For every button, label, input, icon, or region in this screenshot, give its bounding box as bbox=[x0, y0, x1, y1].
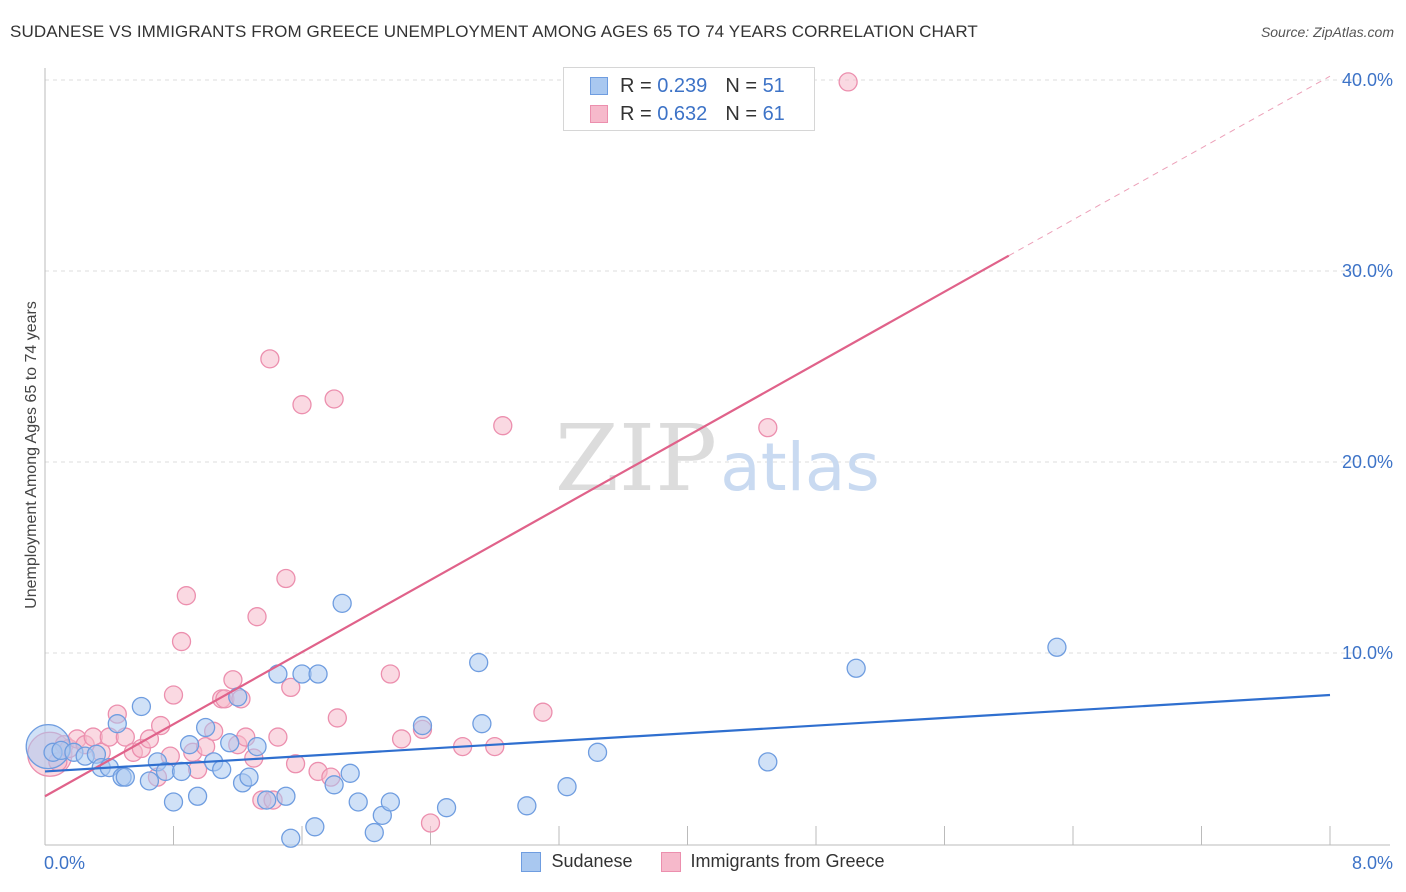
y-tick-label: 20.0% bbox=[1342, 452, 1393, 472]
legend-n-label: N = bbox=[725, 102, 757, 125]
sudanese-point bbox=[1047, 637, 1067, 657]
sudanese-point bbox=[139, 771, 160, 791]
y-tick-label: 30.0% bbox=[1342, 261, 1393, 281]
watermark-atlas: atlas bbox=[720, 429, 880, 506]
sudanese-point bbox=[364, 822, 384, 843]
greece-trend-extension bbox=[1008, 75, 1331, 257]
legend-swatch-sudanese bbox=[521, 851, 542, 872]
sudanese-point bbox=[412, 715, 433, 736]
legend-swatch-greece bbox=[660, 851, 681, 872]
greece-point bbox=[493, 416, 513, 436]
sudanese-point bbox=[212, 759, 232, 780]
sudanese-point bbox=[163, 792, 184, 812]
sudanese-point bbox=[247, 736, 267, 757]
series-legend: Sudanese Immigrants from Greece bbox=[0, 851, 1406, 872]
greece-point bbox=[247, 607, 267, 627]
sudanese-trend-line bbox=[44, 693, 1331, 773]
sudanese-point bbox=[846, 658, 866, 678]
greece-point bbox=[276, 568, 296, 589]
sudanese-point bbox=[758, 752, 778, 772]
greece-point bbox=[260, 349, 280, 369]
legend-row-greece: R = 0.632 N = 61 bbox=[564, 100, 785, 128]
greece-trend-line bbox=[44, 254, 1010, 798]
legend-label-sudanese: Sudanese bbox=[551, 851, 633, 871]
greece-point bbox=[292, 395, 312, 415]
legend-r-value: 0.632 bbox=[657, 102, 708, 125]
sudanese-point bbox=[171, 761, 192, 782]
sudanese-point bbox=[340, 763, 360, 783]
sudanese-point bbox=[107, 714, 127, 734]
y-axis-title: Unemployment Among Ages 65 to 74 years bbox=[23, 301, 40, 609]
legend-n-value: 61 bbox=[762, 102, 785, 125]
sudanese-points bbox=[25, 593, 1067, 848]
legend-n-label: N = bbox=[725, 74, 757, 97]
sudanese-point bbox=[472, 714, 492, 734]
watermark: ZIP atlas bbox=[555, 405, 880, 512]
greece-point bbox=[285, 754, 306, 774]
sudanese-point bbox=[517, 796, 537, 816]
y-tick-label: 40.0% bbox=[1342, 70, 1393, 90]
sudanese-point bbox=[187, 786, 208, 806]
sudanese-point bbox=[436, 798, 457, 818]
greece-point bbox=[171, 631, 192, 652]
y-tick-label: 10.0% bbox=[1342, 643, 1393, 663]
grid-layer bbox=[45, 79, 1365, 654]
sudanese-point bbox=[348, 792, 368, 812]
legend-n-value: 51 bbox=[762, 74, 785, 97]
sudanese-point bbox=[257, 790, 277, 810]
sudanese-point bbox=[179, 735, 200, 755]
greece-point bbox=[327, 708, 347, 728]
sudanese-point bbox=[292, 664, 312, 684]
legend-r-label: R = bbox=[620, 102, 652, 125]
greece-point bbox=[176, 586, 197, 606]
x-tick-label: 0.0% bbox=[44, 853, 85, 873]
legend-label-greece: Immigrants from Greece bbox=[690, 851, 885, 871]
greece-point bbox=[223, 670, 243, 690]
sudanese-point bbox=[305, 817, 325, 837]
legend-row-sudanese: R = 0.239 N = 51 bbox=[564, 72, 785, 100]
greece-point bbox=[163, 685, 184, 705]
greece-point bbox=[324, 389, 344, 409]
axes-layer bbox=[44, 68, 1390, 846]
greece-point bbox=[268, 727, 288, 747]
sudanese-point bbox=[281, 828, 301, 848]
greece-point bbox=[281, 677, 301, 698]
sudanese-point bbox=[195, 717, 216, 738]
sudanese-point bbox=[469, 652, 489, 673]
greece-point bbox=[838, 72, 858, 92]
legend-swatch-sudanese bbox=[590, 77, 608, 95]
trend-lines bbox=[44, 75, 1331, 798]
legend-item-sudanese[interactable]: Sudanese bbox=[521, 851, 633, 872]
sudanese-point bbox=[239, 767, 259, 787]
greece-point bbox=[533, 702, 553, 722]
sudanese-point bbox=[131, 696, 152, 717]
sudanese-point bbox=[557, 777, 577, 797]
greece-point bbox=[758, 417, 778, 438]
tick-labels: 10.0% 20.0% 30.0% 40.0% 0.0% 8.0% bbox=[44, 70, 1393, 873]
sudanese-point bbox=[308, 664, 328, 684]
sudanese-point bbox=[324, 775, 344, 795]
greece-point bbox=[380, 664, 400, 684]
sudanese-point bbox=[587, 742, 608, 762]
stats-legend: R = 0.239 N = 51 R = 0.632 N = 61 bbox=[563, 67, 815, 131]
legend-r-label: R = bbox=[620, 74, 652, 97]
sudanese-point bbox=[276, 786, 296, 806]
greece-point bbox=[420, 813, 441, 833]
legend-swatch-greece bbox=[590, 105, 608, 123]
greece-point bbox=[485, 736, 505, 757]
sudanese-point bbox=[220, 733, 240, 753]
sudanese-point bbox=[268, 664, 288, 684]
chart-title: SUDANESE VS IMMIGRANTS FROM GREECE UNEMP… bbox=[10, 22, 978, 41]
x-tick-label: 8.0% bbox=[1352, 853, 1393, 873]
sudanese-point bbox=[380, 792, 400, 812]
greece-point bbox=[391, 729, 412, 749]
legend-item-greece[interactable]: Immigrants from Greece bbox=[660, 851, 885, 872]
sudanese-point bbox=[115, 767, 135, 787]
source-label: Source: ZipAtlas.com bbox=[1260, 24, 1394, 40]
sudanese-point bbox=[332, 593, 352, 613]
legend-r-value: 0.239 bbox=[657, 74, 708, 97]
